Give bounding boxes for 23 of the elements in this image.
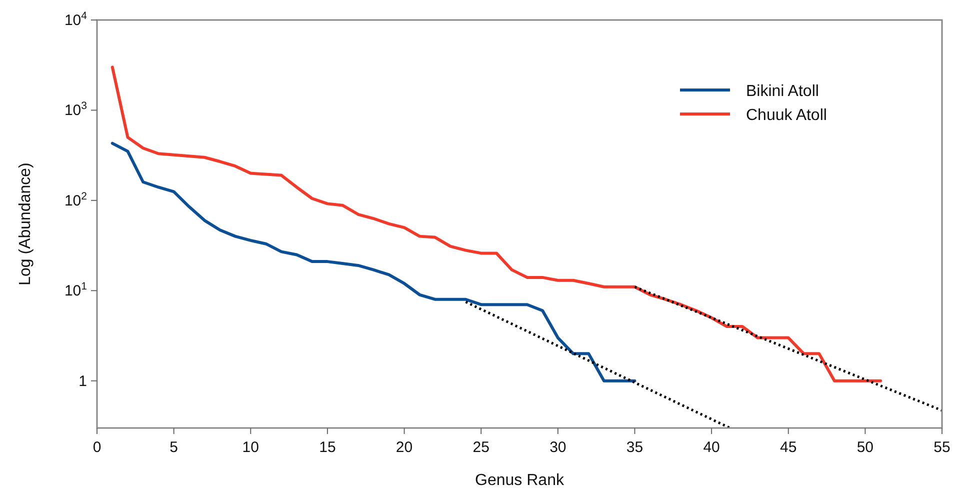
x-tick-label: 45 bbox=[780, 439, 797, 456]
x-tick-label: 55 bbox=[934, 439, 950, 456]
x-tick-label: 30 bbox=[550, 439, 566, 456]
x-tick-label: 20 bbox=[396, 439, 413, 456]
x-tick-label: 10 bbox=[242, 439, 259, 456]
x-tick-label: 5 bbox=[170, 439, 178, 456]
y-tick-label: 1 bbox=[78, 372, 87, 390]
line-series bbox=[110, 142, 636, 382]
y-axis-title: Log (Abundance) bbox=[17, 162, 34, 286]
x-tick-label: 0 bbox=[92, 439, 102, 456]
x-axis-title: Genus Rank bbox=[475, 472, 565, 489]
x-tick-label: 25 bbox=[472, 439, 490, 456]
line-series bbox=[110, 66, 882, 382]
x-tick-label: 40 bbox=[703, 439, 720, 456]
y-tick-label: 10$^{4}$ bbox=[64, 10, 88, 29]
x-tick-label: 15 bbox=[319, 439, 336, 456]
x-tick-label: 35 bbox=[626, 439, 644, 456]
x-tick-label: 50 bbox=[856, 439, 874, 456]
y-tick-label: 10$^{1}$ bbox=[64, 280, 88, 300]
legend-label: Chuuk Atoll bbox=[746, 107, 827, 124]
y-tick-label: 10$^{2}$ bbox=[64, 190, 88, 210]
legend-label: Bikini Atoll bbox=[746, 83, 819, 100]
y-tick-label: 10$^{3}$ bbox=[64, 100, 88, 120]
